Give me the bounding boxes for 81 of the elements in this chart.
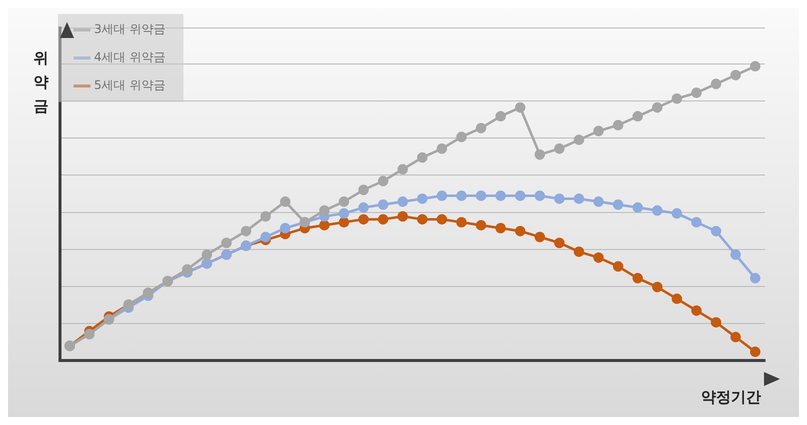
point xyxy=(456,132,467,142)
point xyxy=(358,184,369,196)
point xyxy=(750,61,760,72)
point xyxy=(417,152,428,163)
point xyxy=(338,217,350,228)
point xyxy=(397,164,408,175)
point xyxy=(417,214,428,225)
legend-label: 5세대 위약금 xyxy=(94,78,166,92)
point xyxy=(554,193,565,204)
point xyxy=(750,346,760,358)
legend-label: 4세대 위약금 xyxy=(94,50,166,64)
point xyxy=(280,196,290,207)
legend-label: 3세대 위약금 xyxy=(94,22,166,36)
point xyxy=(710,317,722,328)
point xyxy=(280,222,290,234)
point xyxy=(672,93,682,104)
point xyxy=(456,190,467,202)
point xyxy=(514,190,526,202)
point xyxy=(652,102,663,113)
point xyxy=(691,217,702,228)
point xyxy=(260,211,271,222)
point xyxy=(260,232,271,242)
x-axis-title: 약정기간 xyxy=(701,388,761,407)
point xyxy=(436,190,448,202)
point xyxy=(593,126,604,136)
point xyxy=(476,122,486,134)
point xyxy=(182,264,193,275)
point xyxy=(436,214,448,225)
point xyxy=(710,78,722,90)
point xyxy=(534,149,546,160)
point xyxy=(612,199,624,210)
point xyxy=(612,120,624,130)
point xyxy=(417,193,428,204)
point xyxy=(338,208,350,219)
point xyxy=(652,205,663,216)
point xyxy=(574,193,584,204)
point xyxy=(593,196,604,207)
point xyxy=(319,205,330,216)
point xyxy=(632,202,643,213)
point xyxy=(221,238,232,248)
point xyxy=(495,190,506,202)
point xyxy=(593,252,604,263)
point xyxy=(730,332,741,342)
point xyxy=(358,214,369,225)
point xyxy=(691,305,702,316)
point xyxy=(554,143,565,154)
point xyxy=(632,272,643,284)
point xyxy=(436,143,448,154)
point xyxy=(672,294,682,304)
point xyxy=(495,111,506,122)
point xyxy=(378,176,388,186)
point xyxy=(514,102,526,113)
point xyxy=(574,246,584,257)
point xyxy=(378,199,388,210)
point xyxy=(495,222,506,234)
point xyxy=(534,232,546,242)
point xyxy=(476,190,486,202)
point xyxy=(378,214,388,225)
point xyxy=(202,249,212,260)
point xyxy=(319,220,330,230)
point xyxy=(397,211,408,222)
point xyxy=(338,196,350,207)
point xyxy=(476,220,486,230)
point xyxy=(710,226,722,236)
point xyxy=(534,190,546,202)
point xyxy=(554,238,565,248)
point xyxy=(514,226,526,236)
point xyxy=(730,70,741,80)
point xyxy=(240,226,252,236)
point xyxy=(750,272,760,284)
point xyxy=(672,208,682,219)
point xyxy=(574,134,584,146)
point xyxy=(652,282,663,292)
point xyxy=(397,196,408,207)
point xyxy=(730,249,741,260)
point xyxy=(632,111,643,122)
point xyxy=(612,261,624,272)
point xyxy=(691,88,702,98)
y-axis-title: 위약금 xyxy=(32,48,50,117)
point xyxy=(358,202,369,213)
point xyxy=(456,217,467,228)
